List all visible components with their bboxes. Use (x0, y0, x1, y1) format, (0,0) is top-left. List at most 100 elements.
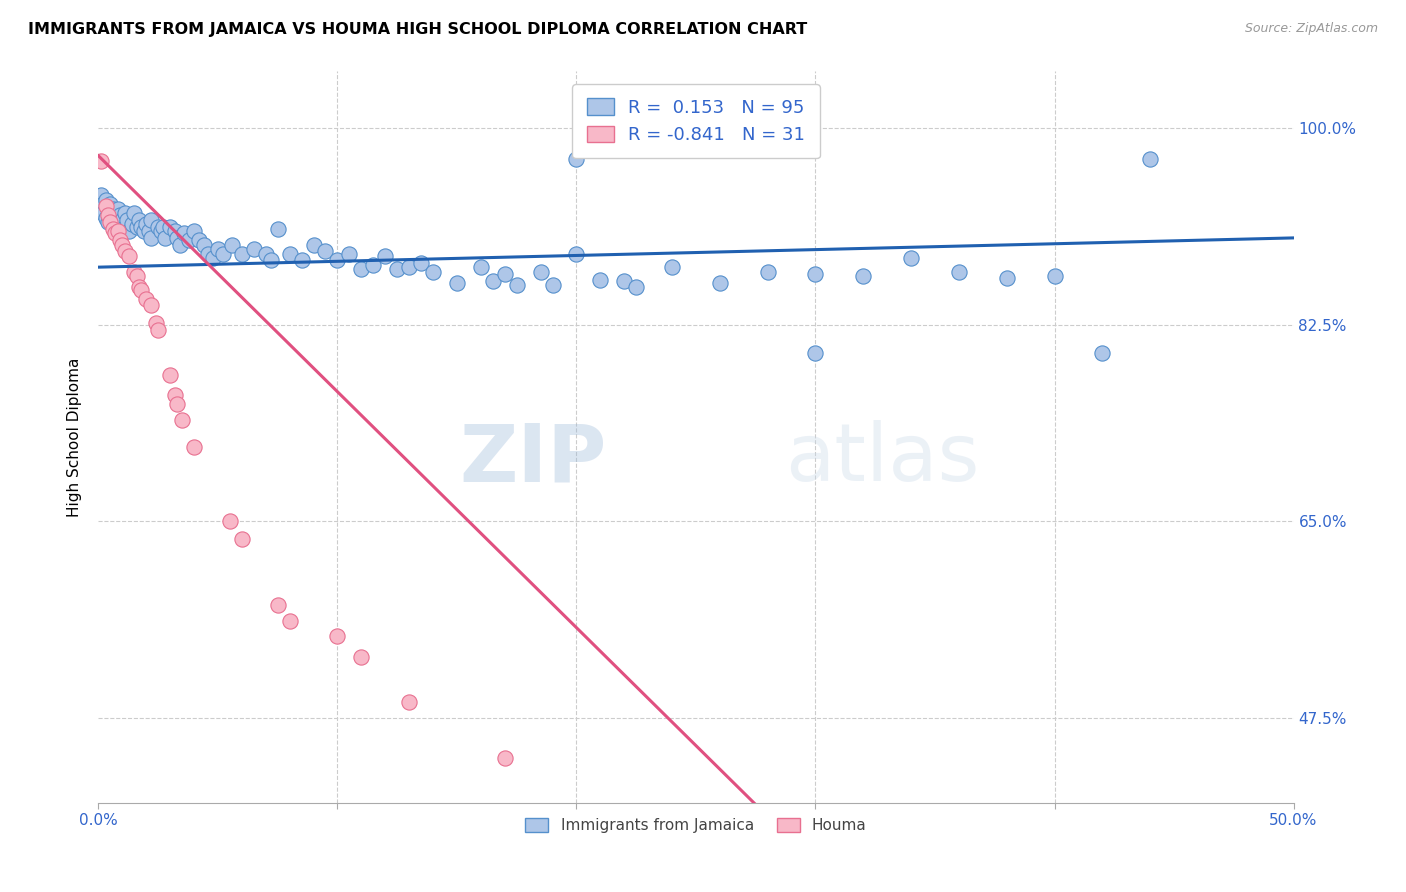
Point (183, 440, 205, 454)
Point (1139, 152, 1161, 166)
Point (1043, 269, 1066, 284)
Point (108, 233, 131, 247)
Point (94, 193, 117, 207)
Point (172, 413, 194, 427)
Y-axis label: High School Diploma: High School Diploma (67, 358, 83, 516)
Point (995, 271, 1018, 285)
Point (661, 260, 683, 275)
Point (163, 224, 186, 238)
Point (291, 253, 314, 268)
Point (541, 278, 564, 293)
Point (97, 208, 120, 222)
Point (104, 227, 127, 241)
Point (804, 267, 827, 281)
Point (446, 276, 468, 290)
Point (138, 224, 160, 238)
Point (589, 272, 612, 286)
Point (114, 206, 136, 220)
Point (101, 213, 124, 227)
Point (94, 211, 117, 225)
Point (125, 219, 148, 234)
Point (118, 249, 141, 263)
Point (278, 246, 301, 260)
Point (149, 224, 172, 238)
Point (124, 265, 146, 279)
Point (398, 260, 420, 275)
Point (124, 206, 146, 220)
Point (118, 224, 141, 238)
Point (145, 317, 167, 331)
Point (131, 219, 153, 234)
Point (411, 255, 433, 269)
Point (166, 397, 188, 411)
Point (169, 237, 191, 252)
Point (494, 751, 516, 765)
Point (166, 231, 188, 245)
Point (107, 202, 129, 216)
Point (152, 219, 174, 234)
Point (139, 213, 162, 227)
Point (128, 280, 150, 294)
Point (104, 206, 127, 220)
Point (114, 219, 136, 234)
Point (221, 237, 243, 252)
Point (98, 208, 122, 222)
Point (267, 222, 290, 236)
Point (207, 242, 229, 256)
Point (90, 188, 112, 202)
Point (132, 224, 155, 238)
Point (121, 218, 143, 232)
Point (530, 265, 553, 279)
Point (231, 533, 253, 547)
Point (565, 246, 588, 260)
Point (709, 276, 731, 290)
Point (219, 515, 242, 529)
Point (267, 598, 290, 612)
Point (107, 215, 129, 229)
Point (1091, 345, 1114, 359)
Point (101, 222, 124, 236)
Point (179, 233, 201, 247)
Point (637, 818, 659, 832)
Point (104, 219, 127, 234)
Point (350, 649, 373, 664)
Point (101, 202, 124, 216)
Point (231, 246, 253, 260)
Point (114, 244, 136, 259)
Point (481, 274, 505, 288)
Point (183, 224, 205, 238)
Point (626, 280, 648, 294)
Point (135, 292, 157, 306)
Point (756, 265, 779, 279)
Point (363, 258, 385, 272)
Point (470, 260, 492, 275)
Point (948, 265, 970, 279)
Point (254, 246, 277, 260)
Point (128, 213, 150, 227)
Point (91, 197, 114, 211)
Point (197, 246, 219, 260)
Point (97, 202, 120, 216)
Point (385, 262, 409, 277)
Point (111, 213, 134, 227)
Point (259, 253, 281, 268)
Point (94, 199, 117, 213)
Point (155, 231, 177, 245)
Point (111, 237, 134, 252)
Point (565, 152, 588, 166)
Point (125, 269, 148, 284)
Text: ZIP: ZIP (460, 420, 606, 498)
Point (326, 253, 349, 268)
Point (131, 283, 153, 297)
Point (339, 246, 361, 260)
Point (202, 251, 225, 265)
Point (193, 237, 215, 252)
Point (108, 208, 131, 222)
Text: Source: ZipAtlas.com: Source: ZipAtlas.com (1244, 22, 1378, 36)
Legend: Immigrants from Jamaica, Houma: Immigrants from Jamaica, Houma (519, 812, 873, 839)
Point (91, 206, 114, 220)
Point (804, 345, 827, 359)
Point (243, 242, 266, 256)
Point (900, 251, 922, 265)
Point (852, 269, 875, 284)
